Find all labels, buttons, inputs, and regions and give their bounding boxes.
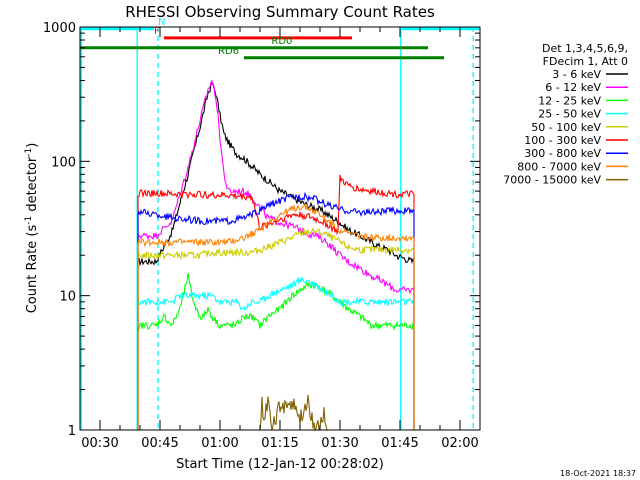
- segment-label-rd6: RD6: [218, 46, 239, 57]
- legend-label-50-100-kev: 50 - 100 keV: [531, 121, 601, 134]
- series-layer: [137, 79, 415, 432]
- y-label-sup-2: -1: [24, 148, 34, 157]
- series-line-12-25-kev: [137, 272, 415, 430]
- x-tick-label-01-45: 01:45: [381, 436, 418, 451]
- legend-label-800-7000-kev: 800 - 7000 keV: [517, 160, 601, 173]
- y-label-part-1: Count Rate (s: [25, 225, 40, 314]
- x-axis-label: Start Time (12-Jan-12 00:28:02): [176, 457, 384, 472]
- y-tick-label-1: 1: [68, 424, 76, 439]
- series-line-6-12-kev: [137, 79, 415, 430]
- series-line-25-50-kev: [137, 275, 415, 430]
- series-line-800-7000-kev: [137, 203, 415, 430]
- legend-header-line-1: Det 1,3,4,5,6,9,: [542, 42, 628, 55]
- y-tick-label-10: 10: [59, 290, 76, 305]
- segment-label-f: F: [154, 26, 160, 37]
- legend-label-300-800-kev: 300 - 800 keV: [524, 147, 601, 160]
- series-line-100-300-kev: [137, 174, 415, 430]
- segments-layer: NF RD0 RD6: [80, 17, 480, 60]
- x-tick-label-01-30: 01:30: [321, 436, 358, 451]
- series-line-300-800-kev: [137, 191, 415, 430]
- x-tick-label-00-30: 00:30: [81, 436, 118, 451]
- legend-label-25-50-kev: 25 - 50 keV: [538, 108, 601, 121]
- y-label-part-2: detector: [25, 156, 40, 216]
- timestamp: 18-Oct-2021 18:37: [560, 469, 636, 478]
- legend-label-7000-15000-kev: 7000 - 15000 keV: [503, 174, 601, 187]
- y-tick-label-100: 100: [51, 155, 76, 170]
- x-tick-label-02-00: 02:00: [441, 436, 478, 451]
- chart-title: RHESSI Observing Summary Count Rates: [125, 3, 435, 21]
- legend-label-6-12-kev: 6 - 12 keV: [545, 81, 601, 94]
- series-line-7000-15000-kev: [259, 394, 328, 432]
- x-tick-label-00-45: 00:45: [141, 436, 178, 451]
- axes-layer: 1 10 100 1000 00:30 00:45 01:00 01:15 01:30 01:45…: [43, 21, 481, 451]
- legend-label-100-300-kev: 100 - 300 keV: [524, 134, 601, 147]
- y-label-part-3: ): [25, 143, 40, 148]
- y-tick-label-1000: 1000: [43, 21, 76, 36]
- legend-label-12-25-kev: 12 - 25 keV: [538, 94, 601, 107]
- x-tick-label-01-00: 01:00: [201, 436, 238, 451]
- vertical-lines-layer: [80, 27, 474, 430]
- x-tick-label-01-15: 01:15: [261, 436, 298, 451]
- segment-label-n: N: [158, 17, 165, 28]
- y-label-sup-1: -1: [24, 216, 34, 225]
- series-line-50-100-kev: [137, 226, 415, 430]
- y-axis-label: Count Rate (s-1 detector-1): [24, 143, 40, 314]
- segment-label-rd0: RD0: [271, 36, 292, 47]
- legend-header-line-2: FDecim 1, Att 0: [543, 55, 628, 68]
- legend-label-3-6-kev: 3 - 6 keV: [552, 68, 601, 81]
